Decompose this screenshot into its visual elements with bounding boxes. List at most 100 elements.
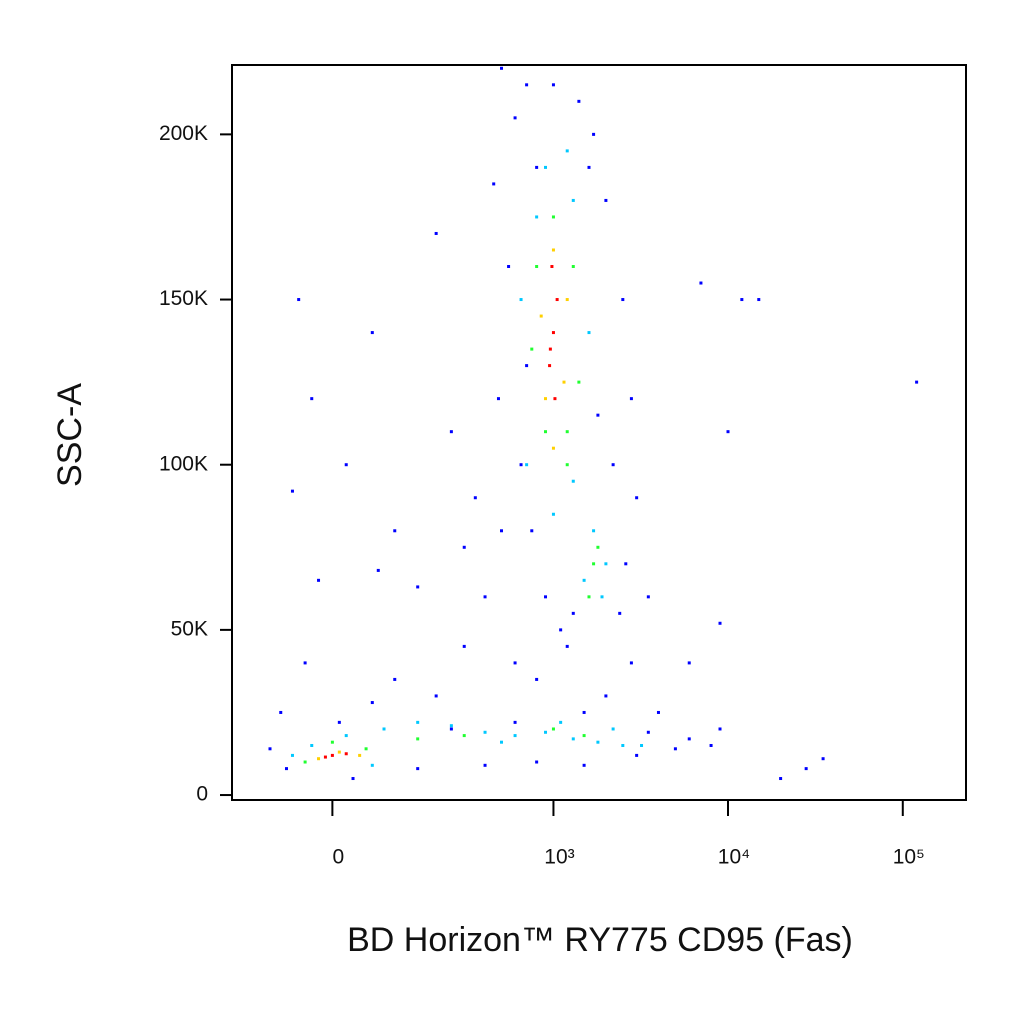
point: [565, 430, 569, 434]
y-axis-label: SSC-A: [51, 383, 89, 487]
point: [646, 595, 650, 599]
point: [551, 727, 555, 731]
point: [604, 562, 608, 566]
point: [565, 149, 569, 153]
point: [303, 760, 307, 764]
point: [551, 83, 555, 87]
point: [310, 743, 314, 747]
point: [530, 529, 534, 533]
point: [364, 747, 368, 751]
point: [687, 661, 691, 665]
point: [544, 165, 548, 169]
point: [718, 727, 722, 731]
point: [434, 694, 438, 698]
point: [462, 545, 466, 549]
point: [393, 677, 397, 681]
point: [548, 347, 552, 351]
point: [449, 727, 453, 731]
point: [525, 463, 529, 467]
point: [290, 489, 294, 493]
point: [548, 364, 552, 368]
point: [611, 727, 615, 731]
x-axis-label: BD Horizon™ RY775 CD95 (Fas): [347, 921, 853, 959]
point: [519, 298, 523, 302]
point: [535, 760, 539, 764]
point: [539, 314, 543, 318]
point: [416, 585, 420, 589]
point: [500, 529, 504, 533]
point: [592, 562, 596, 566]
point: [821, 757, 825, 761]
point: [577, 380, 581, 384]
point: [571, 198, 575, 202]
point: [640, 743, 644, 747]
point: [592, 132, 596, 136]
point: [382, 727, 386, 731]
point: [624, 562, 628, 566]
point: [513, 661, 517, 665]
point: [351, 777, 355, 781]
point: [344, 463, 348, 467]
y-tick-label: 100K: [159, 452, 208, 475]
point: [530, 347, 534, 351]
point: [462, 734, 466, 738]
point: [635, 753, 639, 757]
plot-frame: [231, 64, 967, 801]
point: [571, 479, 575, 483]
point: [551, 512, 555, 516]
point: [559, 628, 563, 632]
point: [513, 116, 517, 120]
point: [621, 743, 625, 747]
point: [553, 397, 557, 401]
point: [629, 397, 633, 401]
point: [483, 763, 487, 767]
point: [449, 430, 453, 434]
point: [571, 611, 575, 615]
point: [434, 231, 438, 235]
point: [519, 463, 523, 467]
point: [344, 734, 348, 738]
point: [577, 99, 581, 103]
point: [571, 737, 575, 741]
point: [544, 595, 548, 599]
point: [582, 734, 586, 738]
point: [376, 568, 380, 572]
point: [587, 595, 591, 599]
point: [582, 710, 586, 714]
point: [492, 182, 496, 186]
point: [587, 165, 591, 169]
point: [544, 397, 548, 401]
point: [699, 281, 703, 285]
point: [565, 463, 569, 467]
point: [416, 720, 420, 724]
point: [290, 753, 294, 757]
point: [596, 545, 600, 549]
point: [551, 331, 555, 335]
point: [462, 644, 466, 648]
point: [571, 265, 575, 269]
point: [507, 265, 511, 269]
y-tick-label: 150K: [159, 287, 208, 310]
point: [535, 215, 539, 219]
point: [513, 720, 517, 724]
point: [718, 621, 722, 625]
point: [535, 165, 539, 169]
point: [621, 298, 625, 302]
point: [656, 710, 660, 714]
point: [535, 265, 539, 269]
point: [804, 767, 808, 771]
point: [323, 755, 327, 759]
x-tick-label: 10⁵: [893, 846, 925, 869]
point: [544, 730, 548, 734]
point: [629, 661, 633, 665]
point: [687, 737, 691, 741]
point: [551, 248, 555, 252]
point: [646, 730, 650, 734]
point: [587, 331, 591, 335]
point: [544, 430, 548, 434]
point: [555, 298, 559, 302]
x-tick-label: 10³: [544, 846, 574, 869]
point: [268, 747, 272, 751]
point: [513, 734, 517, 738]
